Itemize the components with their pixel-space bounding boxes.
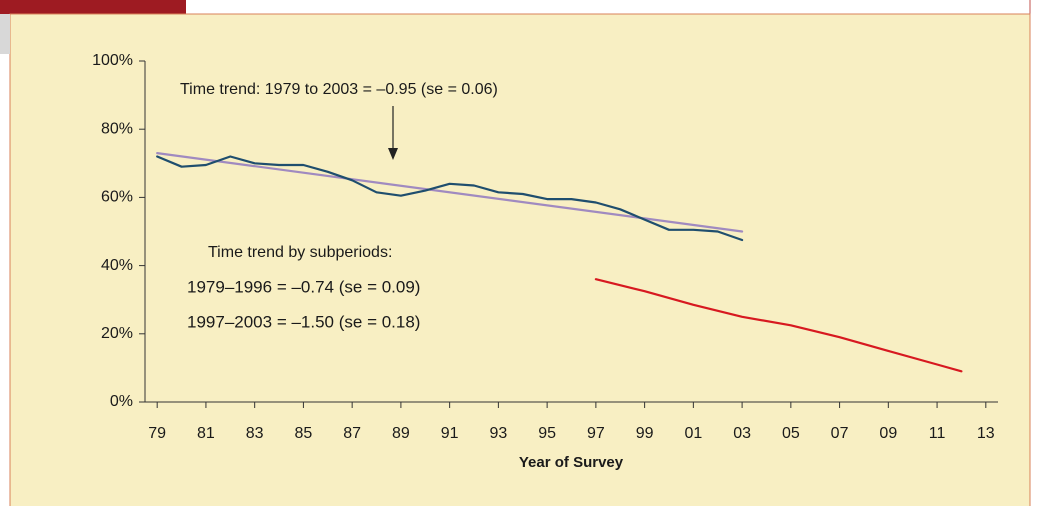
x-tick-label: 81	[197, 425, 215, 442]
x-tick-label: 09	[879, 425, 897, 442]
y-tick-label: 0%	[110, 393, 133, 410]
x-tick-label: 11	[929, 425, 946, 442]
x-tick-label: 87	[343, 425, 361, 442]
annotation: Time trend: 1979 to 2003 = –0.95 (se = 0…	[180, 81, 498, 98]
series-line	[594, 278, 963, 373]
x-tick-label: 01	[684, 425, 702, 442]
x-tick-label: 05	[782, 425, 800, 442]
annotation: Time trend by subperiods:	[208, 244, 392, 261]
x-tick-label: 83	[246, 425, 264, 442]
x-tick-label: 91	[441, 425, 459, 442]
y-tick-label: 100%	[92, 52, 133, 69]
x-tick-label: 07	[831, 425, 849, 442]
x-tick-label: 89	[392, 425, 410, 442]
x-tick-label: 99	[636, 425, 654, 442]
x-tick-label: 79	[148, 425, 166, 442]
y-tick-label: 60%	[101, 189, 133, 206]
x-axis-label: Year of Survey	[519, 454, 624, 471]
annotation: 1997–2003 = –1.50 (se = 0.18)	[187, 312, 420, 331]
series-line	[156, 155, 744, 242]
arrow-head	[388, 148, 398, 160]
annotation: 1979–1996 = –0.74 (se = 0.09)	[187, 277, 420, 296]
panel	[9, 13, 1031, 506]
x-tick-label: 93	[489, 425, 507, 442]
x-tick-label: 03	[733, 425, 751, 442]
shadow	[0, 14, 10, 54]
x-tick-label: 13	[977, 425, 995, 442]
x-tick-label: 85	[295, 425, 313, 442]
y-tick-label: 20%	[101, 325, 133, 342]
x-tick-label: 97	[587, 425, 605, 442]
y-tick-label: 80%	[101, 120, 133, 137]
x-tick-label: 95	[538, 425, 556, 442]
y-tick-label: 40%	[101, 257, 133, 274]
header-tab	[0, 0, 186, 14]
